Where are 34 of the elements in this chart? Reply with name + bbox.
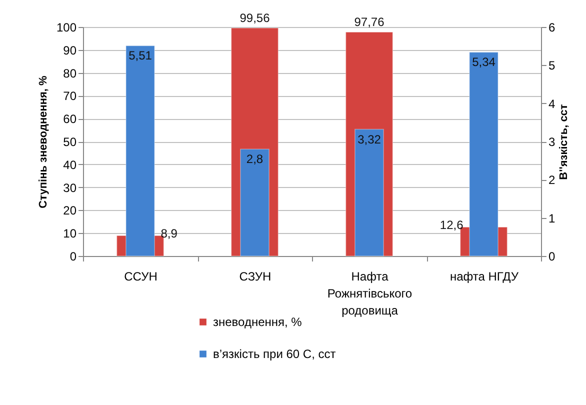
- y2-tick-label: 3: [548, 135, 556, 149]
- data-label: 99,56: [240, 11, 270, 26]
- data-label: 8,9: [160, 226, 178, 241]
- y-tick-label: 20: [63, 204, 77, 218]
- data-label: 5,34: [472, 55, 496, 70]
- x-tick-label: СЗУН: [239, 270, 272, 284]
- y-tick-label: 90: [63, 43, 77, 58]
- y-tick-label: 10: [63, 226, 77, 241]
- y-axis-title: Ступінь зневоднення, %: [37, 75, 50, 208]
- y2-axis-title: В''язкість, сст: [558, 104, 570, 180]
- legend-label: в’язкість при 60 С, сст: [213, 347, 336, 361]
- data-label: 5,51: [128, 48, 152, 63]
- y-tick-label: 60: [63, 112, 77, 126]
- y2-tick-label: 6: [548, 20, 556, 34]
- data-label: 12,6: [440, 218, 464, 232]
- y-tick-label: 50: [63, 135, 77, 149]
- y-tick-label: 100: [56, 20, 77, 34]
- data-label: 97,76: [354, 15, 385, 30]
- y-tick-label: 70: [63, 89, 77, 104]
- x-tick-label: нафта НГДУ: [450, 270, 519, 284]
- x-tick-label: ССУН: [124, 270, 158, 284]
- y-tick-label: 80: [63, 66, 77, 80]
- y2-tick-label: 2: [548, 173, 556, 188]
- y2-tick-label: 0: [548, 250, 556, 264]
- y2-tick-label: 1: [548, 211, 556, 226]
- y-tick-label: 30: [63, 180, 77, 195]
- y2-tick-label: 4: [548, 96, 556, 111]
- data-label: 2,8: [246, 152, 264, 166]
- y2-tick-label: 5: [548, 58, 556, 73]
- y-tick-label: 40: [63, 158, 77, 172]
- x-tick-label: Нафта Рожнятівського родовища: [327, 270, 412, 318]
- legend-label: зневоднення, %: [213, 315, 302, 329]
- data-label: 3,32: [358, 132, 382, 146]
- y-tick-label: 0: [70, 250, 77, 264]
